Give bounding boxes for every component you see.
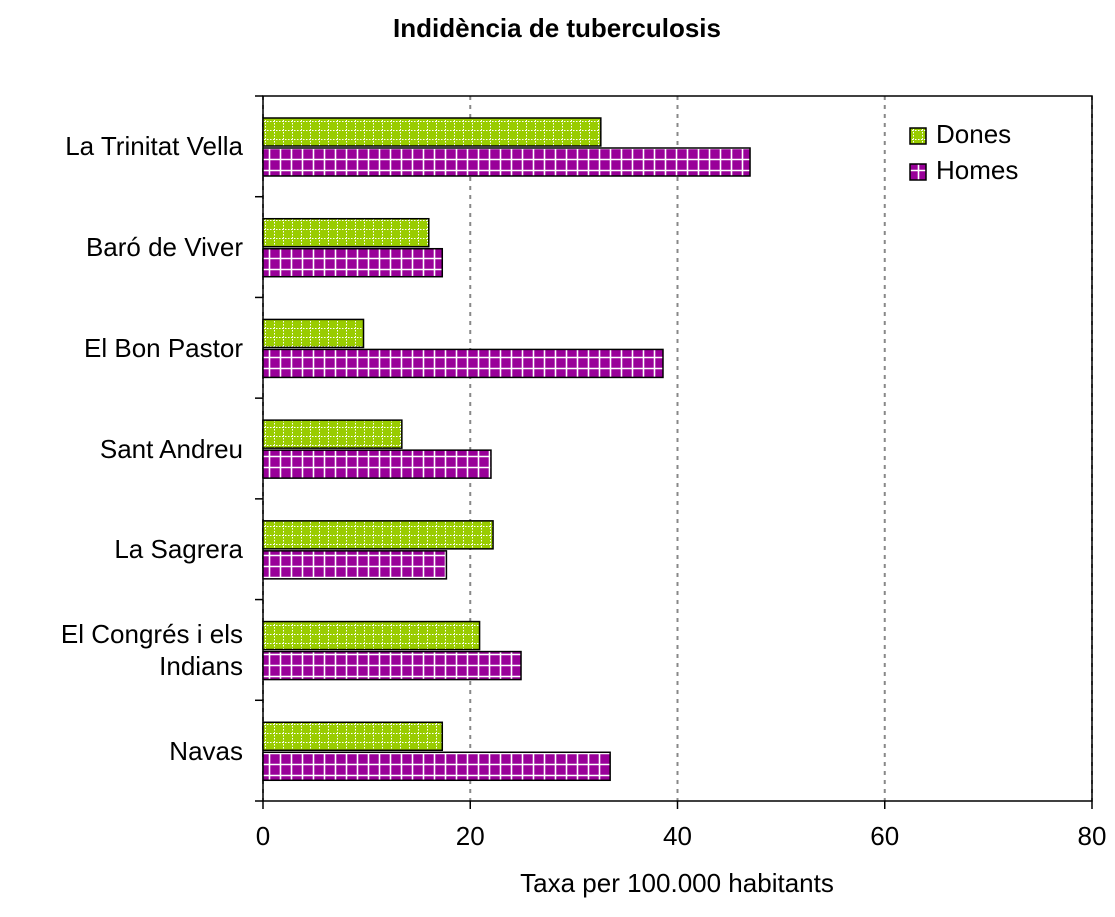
bar xyxy=(262,520,494,550)
chart-title: Indidència de tuberculosis xyxy=(393,13,721,43)
bar xyxy=(262,751,611,782)
legend-swatch xyxy=(909,163,927,181)
bar xyxy=(262,620,481,651)
bar xyxy=(262,348,664,379)
bar xyxy=(262,650,522,681)
bar xyxy=(262,318,365,349)
x-tick-label: 40 xyxy=(663,821,692,851)
legend-swatch xyxy=(909,127,927,145)
y-tick-label: Baró de Viver xyxy=(85,232,243,263)
y-tick-label: El Congrés i els Indians xyxy=(60,618,243,681)
legend-label: Homes xyxy=(936,155,1018,185)
y-tick-label: Navas xyxy=(169,735,243,766)
x-tick-label: 0 xyxy=(256,821,270,851)
x-axis-title: Taxa per 100.000 habitants xyxy=(520,868,834,898)
x-tick-label: 60 xyxy=(870,821,899,851)
x-tick-label: 80 xyxy=(1078,821,1107,851)
bar xyxy=(262,117,602,147)
bar xyxy=(262,217,430,248)
bar xyxy=(262,247,444,278)
bar xyxy=(262,550,448,580)
y-tick-label: La Sagrera xyxy=(114,534,243,565)
bar xyxy=(262,419,403,449)
x-tick-label: 20 xyxy=(456,821,485,851)
bar xyxy=(262,449,492,479)
legend-label: Dones xyxy=(936,119,1011,149)
y-tick-label: La Trinitat Vella xyxy=(65,131,243,162)
y-tick-label: El Bon Pastor xyxy=(84,332,243,363)
bar xyxy=(262,721,444,752)
bar xyxy=(262,147,751,177)
y-tick-label: Sant Andreu xyxy=(99,433,243,464)
